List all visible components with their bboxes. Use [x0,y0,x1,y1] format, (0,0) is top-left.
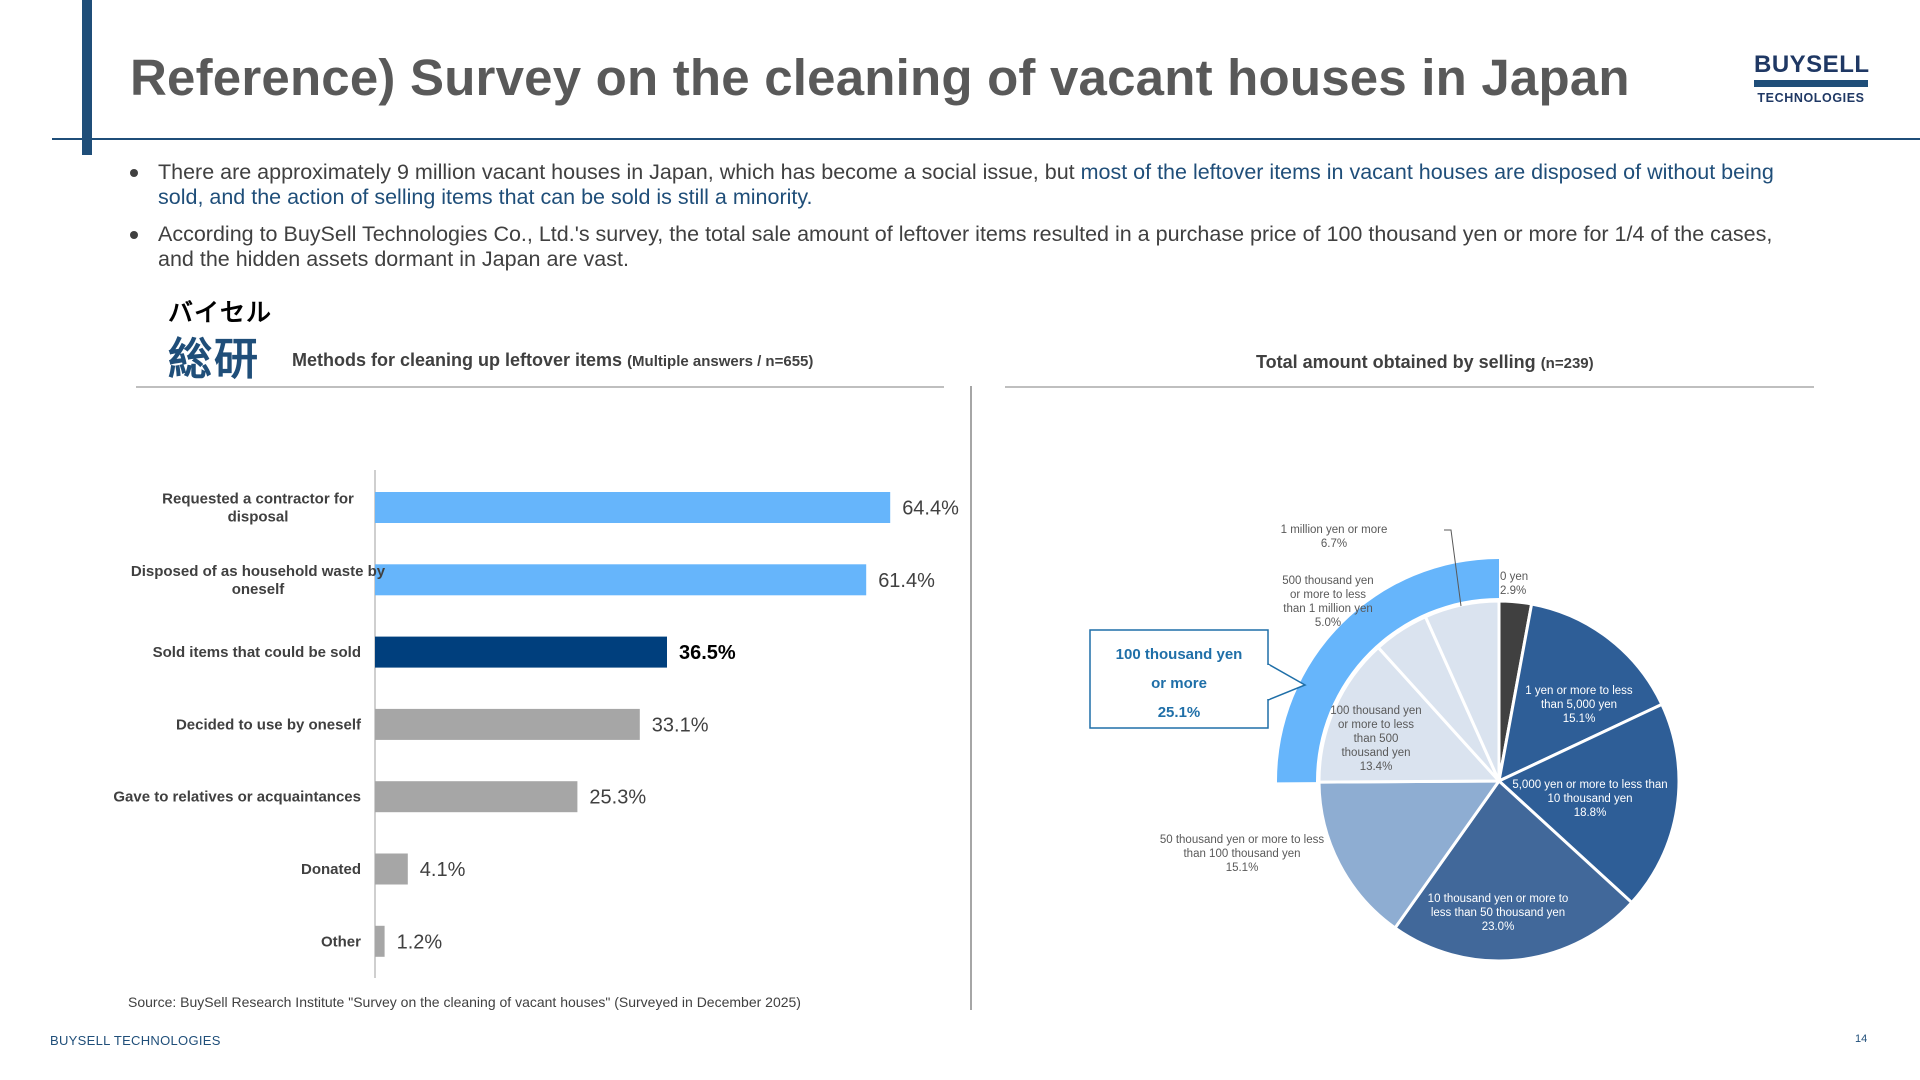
pie-slice-1 [1496,602,1664,784]
bar-category-label: oneself [232,581,286,598]
pie-callout-text: or more [1151,675,1207,692]
pie-chart-title: Total amount obtained by selling (n=239) [1256,352,1594,373]
bar-value-label: 61.4% [878,570,935,592]
bar-value-label: 4.1% [420,859,466,881]
pie-callout-text: 100 thousand yen [1116,646,1243,663]
bar-category-label: Sold items that could be sold [153,644,361,661]
bar-category-label: Disposed of as household waste by [131,563,386,580]
pie-slice-label: 5,000 yen or more to less than [1512,779,1667,791]
bullet-dot-icon [130,231,138,239]
pie-callout-pointer [1267,663,1307,701]
bar-value-label: 25.3% [589,787,646,809]
bar-0 [375,492,891,523]
pie-callout-box [1089,629,1269,729]
pie-callout-text: 25.1% [1158,704,1201,721]
bar-section-rule [136,386,944,388]
bar-category-label: Gave to relatives or acquaintances [113,789,361,806]
pie-slice-label: 100 thousand yen [1330,705,1421,717]
research-logo-line1: バイセル [168,299,273,327]
company-logo: BUYSELL TECHNOLOGIES [1754,51,1870,105]
pie-slice-label: 10 thousand yen [1547,793,1632,805]
bullet-2-text: According to BuySell Technologies Co., L… [158,222,1773,271]
research-logo-line2: 総研 [168,335,260,384]
bar-3 [375,708,640,740]
section-divider [970,386,972,1010]
pie-chart-title-text: Total amount obtained by selling [1256,352,1541,372]
bullet-1: There are approximately 9 million vacant… [128,160,1798,210]
bar-2 [375,636,667,668]
pie-slice-label: than 1 million yen [1283,603,1373,615]
bar-category-label: Requested a contractor for [162,491,354,508]
pie-slice-label: or more to less [1338,719,1414,731]
pie-slice-7 [1423,599,1501,782]
bullet-2: According to BuySell Technologies Co., L… [128,222,1798,272]
pie-slice-label: 18.8% [1574,807,1607,819]
bar-chart-title: Methods for cleaning up leftover items (… [292,350,813,371]
bullet-1-text: There are approximately 9 million vacant… [158,160,1081,184]
pie-slice-label: than 5,000 yen [1541,699,1617,711]
bullet-1-highlight: most of the leftover items in vacant hou… [158,160,1774,209]
bar-category-label: Other [321,933,361,950]
pie-slice-label: less than 50 thousand yen [1431,907,1565,919]
pie-slice-label: 6.7% [1321,538,1347,550]
pie-chart-title-note: (n=239) [1540,355,1594,372]
pie-slice-label: 15.1% [1226,862,1259,874]
page-number: 14 [1855,1033,1868,1045]
bar-5 [375,853,408,885]
pie-slice-label: 13.4% [1360,761,1393,773]
pie-slice-label: 23.0% [1482,921,1515,933]
bar-category-label: Donated [301,861,361,878]
bar-6 [375,925,385,957]
pie-slice-label: 1 yen or more to less [1525,685,1633,697]
research-institute-logo: バイセル 総研 [168,293,278,384]
logo-wordmark: BUYSELL [1754,51,1870,78]
logo-subtext: TECHNOLOGIES [1757,91,1865,105]
pie-slice-label: than 500 [1354,733,1399,745]
pie-slice-4 [1317,779,1502,931]
bar-chart-title-text: Methods for cleaning up leftover items [292,350,628,370]
pie-callout-arc [1277,559,1499,783]
pie-slice-5 [1317,645,1503,784]
logo-bar [1754,80,1868,87]
bullet-dot-icon [130,169,138,177]
footer-company: BUYSELL TECHNOLOGIES [50,1033,221,1048]
source-note: Source: BuySell Research Institute "Surv… [128,994,801,1010]
bar-value-label: 36.5% [679,642,736,664]
pie-slice-3 [1392,778,1634,963]
bar-value-label: 64.4% [902,498,959,520]
pie-slice-label: 1 million yen or more [1281,524,1388,536]
bar-value-label: 33.1% [652,714,709,736]
bar-category-label: disposal [228,509,289,526]
pie-slice-label: than 100 thousand yen [1183,848,1300,860]
bar-value-label: 1.2% [397,931,443,953]
pie-slice-label: 2.9% [1500,585,1526,597]
pie-slice-label: thousand yen [1341,747,1410,759]
pie-section-rule [1005,386,1814,388]
title-divider [52,138,1920,140]
bar-4 [375,781,578,813]
bar-category-label: Decided to use by oneself [176,716,362,733]
pie-slice-label: 500 thousand yen [1282,575,1373,587]
pie-slice-label: 15.1% [1563,713,1596,725]
bar-1 [375,564,867,596]
bar-chart-title-note: (Multiple answers / n=655) [627,353,814,370]
pie-leader-line [1444,529,1462,607]
pie-slice-label: 50 thousand yen or more to less [1160,834,1325,846]
pie-slice-2 [1496,702,1681,905]
pie-slice-label: or more to less [1290,589,1366,601]
summary-bullets: There are approximately 9 million vacant… [128,160,1798,284]
page-title: Reference) Survey on the cleaning of vac… [130,49,1630,106]
pie-slice-label: 10 thousand yen or more to [1428,893,1569,905]
pie-slice-label: 5.0% [1315,617,1341,629]
pie-slice-label: 0 yen [1500,571,1528,583]
title-accent-bar [82,0,92,155]
